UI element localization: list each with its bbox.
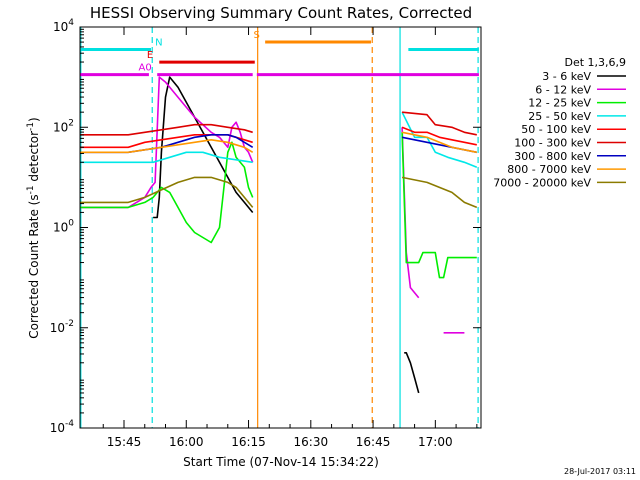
legend-label-0: 3 - 6 keV xyxy=(542,70,591,83)
legend-title: Det 1,3,6,9 xyxy=(564,56,626,69)
data-traces xyxy=(80,76,478,394)
chart-title: HESSI Observing Summary Count Rates, Cor… xyxy=(90,4,472,22)
x-tick-label-3: 16:30 xyxy=(294,435,329,449)
series-3-trace-1 xyxy=(401,111,478,169)
flag-label-A0: A0 xyxy=(139,63,152,74)
x-tick-label-4: 16:45 xyxy=(356,435,391,449)
flag-bars: NE S A0 xyxy=(80,30,479,77)
series-8-trace-1 xyxy=(401,176,478,209)
legend-label-4: 50 - 100 keV xyxy=(521,123,591,136)
series-3-trace-0 xyxy=(80,151,253,164)
legend-label-2: 12 - 25 keV xyxy=(528,97,591,110)
series-2-trace-0 xyxy=(80,141,254,244)
series-5-trace-1 xyxy=(402,111,477,136)
series-6-trace-0 xyxy=(80,134,254,154)
series-0-trace-0 xyxy=(153,76,254,219)
y-axis-ticks: 10-4 10-2 100 102 104 xyxy=(50,18,481,435)
x-tick-label-5: 17:00 xyxy=(418,435,453,449)
series-5-trace-0 xyxy=(80,123,253,136)
flag-label-E: E xyxy=(147,50,153,61)
series-4-trace-1 xyxy=(401,126,477,146)
legend-label-6: 300 - 800 keV xyxy=(514,150,591,163)
footer-date: 28-Jul-2017 03:11 xyxy=(564,467,636,476)
legend-label-8: 7000 - 20000 keV xyxy=(493,176,591,189)
legend-label-5: 100 - 300 keV xyxy=(514,137,591,150)
series-7-trace-0 xyxy=(80,139,254,154)
flag-label-N: N xyxy=(155,38,162,49)
x-tick-label-1: 16:00 xyxy=(169,435,204,449)
x-axis-ticks: 15:45 16:00 16:15 16:30 16:45 17:00 xyxy=(102,27,478,449)
legend-label-1: 6 - 12 keV xyxy=(535,83,591,96)
legend-label-3: 25 - 50 keV xyxy=(528,110,591,123)
series-0-trace-1 xyxy=(404,351,420,394)
series-2-trace-1 xyxy=(401,132,477,279)
series-8-trace-0 xyxy=(80,176,254,208)
y-tick-label-0: 10-4 xyxy=(50,419,75,435)
plot-area xyxy=(80,27,479,428)
y-axis-label: Corrected Count Rate (s-1 detector-1) xyxy=(26,117,41,338)
legend-label-7: 800 - 7000 keV xyxy=(507,163,591,176)
y-tick-label-2: 100 xyxy=(53,219,74,235)
series-7-trace-1 xyxy=(401,131,477,154)
y-tick-label-4: 104 xyxy=(53,18,74,34)
y-tick-label-1: 10-2 xyxy=(50,319,74,335)
y-tick-label-3: 102 xyxy=(53,118,74,134)
flag-label-S: S xyxy=(254,30,260,41)
x-tick-label-0: 15:45 xyxy=(107,435,142,449)
x-tick-label-2: 16:15 xyxy=(231,435,266,449)
plot-frame xyxy=(79,26,482,429)
x-axis-label: Start Time (07-Nov-14 15:34:22) xyxy=(183,455,379,469)
